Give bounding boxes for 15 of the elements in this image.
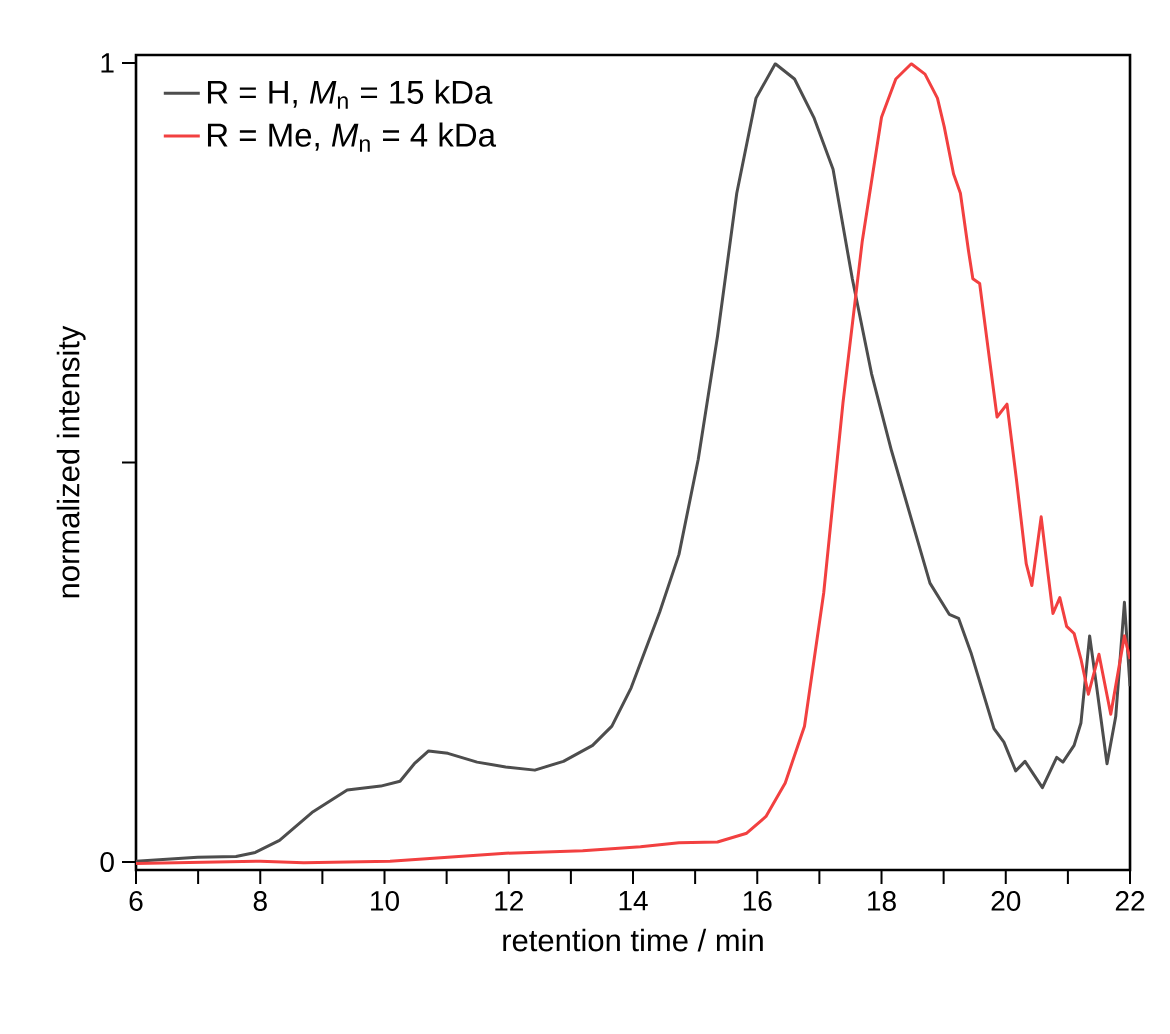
legend-label: R = Me, M$_{n}$ = 4 kDa [207,122,497,152]
y-axis-title: normalized intensity [56,325,86,598]
x-tick-label: 10 [371,891,399,911]
x-tick-label: 12 [495,891,523,911]
x-axis-title: retention time / min [503,928,763,952]
x-tick-label: 18 [868,891,896,911]
x-tick-label: 8 [253,891,267,911]
x-tick-label: 22 [1115,891,1145,911]
y-tick-label: 0 [100,852,114,872]
x-tick-label: 16 [743,891,772,911]
x-tick-label: 14 [619,891,648,911]
x-tick-label: 6 [129,891,143,911]
x-tick-label: 20 [991,891,1021,911]
legend-label: R = H, M$_{n}$ = 15 kDa [207,79,493,109]
y-tick-label: 1 [101,53,114,73]
